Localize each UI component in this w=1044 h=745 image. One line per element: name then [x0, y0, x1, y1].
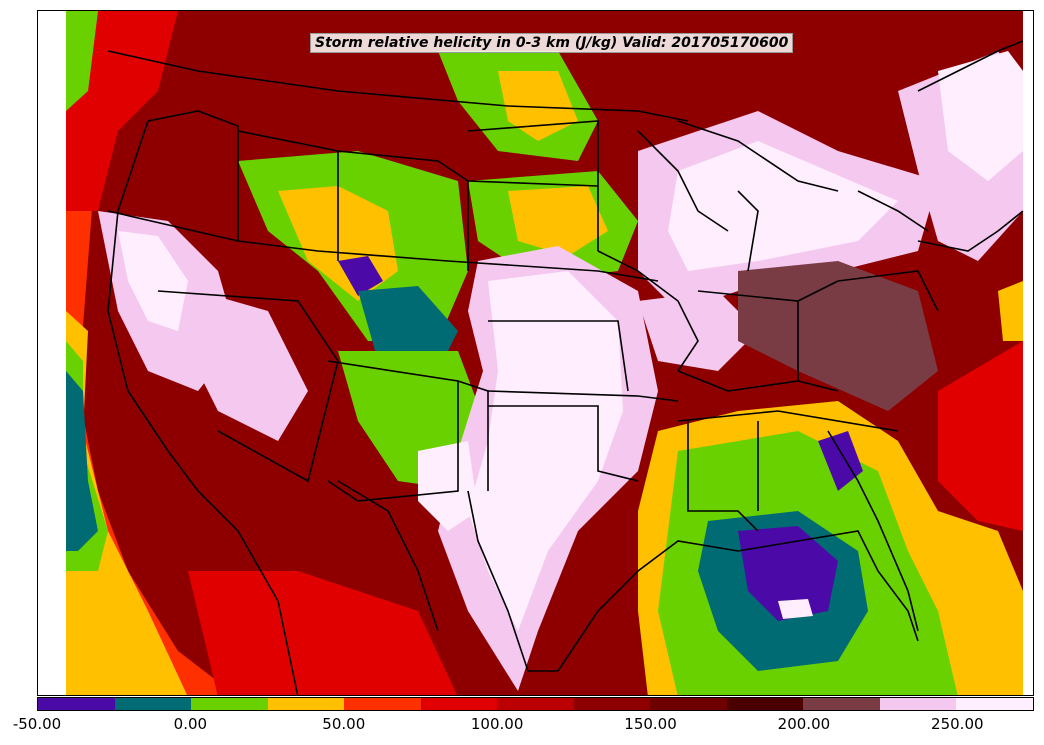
map-panel: Storm relative helicity in 0-3 km (J/kg)… — [37, 10, 1034, 696]
colorbar-segment — [267, 698, 345, 710]
colorbar-tick-label: 200.00 — [777, 715, 831, 733]
boundary-lines — [107, 40, 1024, 695]
colorbar-tick-label: 250.00 — [931, 715, 984, 733]
texas-pink-edge — [418, 441, 478, 531]
atlantic-yellow — [998, 281, 1023, 341]
colorbar-segment — [650, 698, 727, 710]
pacific-teal-band — [66, 371, 98, 551]
colorbar-tick-label: -50.00 — [12, 715, 62, 733]
colorbar-segment — [956, 698, 1033, 710]
colorbar-segment — [191, 698, 268, 710]
georgia-blue — [818, 431, 863, 491]
plains-blue-patch-1 — [338, 256, 383, 296]
northwest-green — [66, 11, 98, 111]
central-plains-max — [468, 271, 623, 631]
colorbar-segment — [38, 698, 115, 710]
colorbar-tick-label: 0.00 — [173, 715, 208, 733]
northeast-light — [938, 51, 1023, 181]
gulf-blue — [738, 526, 838, 621]
midwest-pink — [638, 291, 758, 371]
colorbar-segment — [114, 698, 192, 710]
southwest-pink — [188, 291, 308, 441]
colorbar-segment — [726, 698, 804, 710]
colorbar-segment — [879, 698, 957, 710]
colorbar — [37, 697, 1034, 711]
great-lakes-max — [668, 141, 898, 271]
colorbar-segment — [344, 698, 421, 710]
mexico-red — [188, 571, 458, 695]
great-basin-light — [118, 231, 188, 331]
colorbar-tick-labels: -50.00 0.00 50.00 100.00 150.00 200.00 250.00 — [0, 715, 1044, 737]
colorbar-segment — [420, 698, 498, 710]
atlantic-red — [938, 341, 1023, 531]
appalachian-brown — [738, 261, 938, 411]
helicity-map — [66, 11, 1024, 695]
colorbar-segment — [497, 698, 574, 710]
colorbar-segment — [803, 698, 880, 710]
colorbar-tick-label: 100.00 — [470, 715, 524, 733]
colorbar-segment — [573, 698, 651, 710]
colorbar-tick-label: 50.00 — [322, 715, 366, 733]
northern-plains-yellow — [508, 186, 608, 256]
pacific-yellow-band — [66, 311, 188, 695]
pacific-low-helicity — [66, 11, 236, 695]
plains-teal-patch — [358, 286, 458, 371]
colorbar-tick-label: 150.00 — [624, 715, 677, 733]
map-title: Storm relative helicity in 0-3 km (J/kg)… — [310, 33, 794, 53]
gulf-white-spot — [778, 599, 813, 619]
